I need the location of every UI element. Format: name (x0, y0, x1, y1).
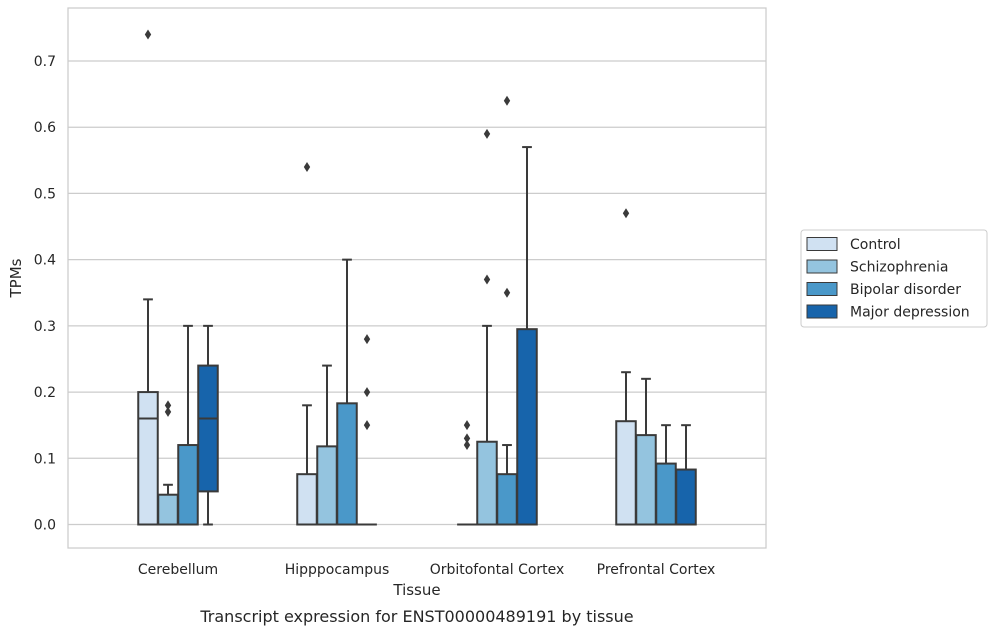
y-tick-label: 0.7 (34, 54, 56, 70)
box (197, 364, 219, 493)
x-tick-label: Prefrontal Cortex (597, 562, 716, 578)
plot-area-frame (67, 7, 767, 549)
legend-label: Major depression (850, 305, 970, 321)
y-tick-label: 0.3 (34, 319, 56, 335)
outlier-point (503, 95, 511, 106)
outlier-point (164, 400, 172, 411)
series-major-depression (197, 146, 697, 526)
outlier-point (303, 161, 311, 172)
box (177, 444, 199, 526)
outlier-point (463, 433, 471, 444)
y-tick-label: 0.2 (34, 385, 56, 401)
box (336, 402, 358, 526)
box (157, 493, 179, 526)
y-axis-tick-labels: 0.0 0.1 0.2 0.3 0.4 0.5 0.6 0.7 (34, 54, 56, 534)
outlier-point (483, 128, 491, 139)
x-tick-label: Cerebellum (138, 562, 218, 578)
box (296, 473, 318, 526)
legend-swatch (806, 282, 838, 296)
outlier-point (164, 406, 172, 417)
outlier-point (363, 387, 371, 398)
legend-label: Schizophrenia (850, 260, 948, 276)
outlier-point (622, 208, 630, 219)
outlier-point (363, 334, 371, 345)
legend: Control Schizophrenia Bipolar disorder Majo… (800, 229, 988, 328)
box (516, 328, 538, 526)
box (496, 473, 518, 526)
outlier-point (463, 440, 471, 451)
outlier-point (144, 29, 152, 40)
legend-label: Bipolar disorder (850, 282, 961, 298)
legend-frame (800, 229, 988, 328)
chart-caption: Transcript expression for ENST0000048919… (199, 607, 633, 626)
box (476, 440, 498, 526)
series-schizophrenia (157, 128, 657, 526)
legend-swatch (806, 304, 838, 319)
y-axis-label: TPMs (7, 258, 25, 298)
series-control (137, 29, 637, 526)
box (316, 445, 338, 526)
outlier-point (363, 420, 371, 431)
x-tick-label: Orbitofontal Cortex (430, 562, 565, 578)
x-tick-label: Hipppocampus (285, 562, 390, 578)
y-tick-label: 0.5 (34, 186, 56, 202)
box (615, 420, 637, 526)
box (635, 434, 657, 526)
y-tick-label: 0.4 (34, 253, 56, 269)
outlier-point (463, 420, 471, 431)
outlier-point (483, 274, 491, 285)
outlier-point (503, 287, 511, 298)
y-gridlines (68, 60, 766, 526)
box (675, 468, 697, 526)
legend-label: Control (850, 237, 901, 253)
y-tick-label: 0.1 (34, 451, 56, 467)
y-tick-label: 0.0 (34, 518, 56, 534)
legend-swatch (806, 259, 838, 274)
y-tick-label: 0.6 (34, 120, 56, 136)
box-series (137, 29, 697, 526)
series-bipolar-disorder (177, 95, 677, 526)
x-axis-tick-labels: Cerebellum Hipppocampus Orbitofontal Corte… (138, 562, 715, 578)
legend-swatch (806, 237, 838, 251)
box (137, 391, 159, 526)
box (655, 462, 677, 526)
x-axis-label: Tissue (392, 581, 440, 599)
